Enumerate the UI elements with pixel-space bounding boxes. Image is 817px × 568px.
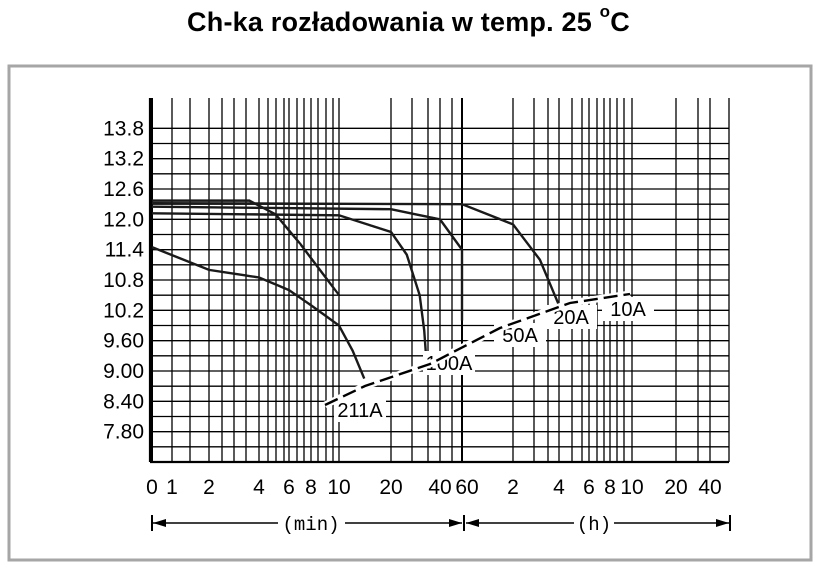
series-label-bg — [334, 398, 386, 422]
x-tick-label: 60 — [455, 476, 478, 499]
chart-title-text: Ch-ka rozładowania w temp. 25 — [187, 7, 600, 37]
arrowhead-min-left — [153, 519, 166, 527]
series-label-20A: 20A — [553, 307, 589, 329]
y-tick-label: 10.8 — [103, 269, 144, 292]
y-tick-label: 7.80 — [103, 421, 144, 444]
x-tick-label: 8 — [604, 476, 616, 499]
series-label-bg — [602, 297, 654, 321]
y-tick-label: 10.2 — [103, 299, 144, 322]
chart-frame — [7, 64, 813, 562]
y-tick-label: 13.2 — [103, 148, 144, 171]
h-unit-label: (h) — [577, 514, 611, 536]
x-tick-label: 0 — [146, 476, 158, 499]
y-tick-label: 9.60 — [103, 330, 144, 353]
x-tick-label: 10 — [327, 476, 350, 499]
y-tick-label: 11.4 — [105, 239, 145, 262]
y-tick-label: 8.40 — [103, 390, 144, 413]
discharge-curve-100A — [151, 212, 428, 362]
x-tick-label: 8 — [305, 476, 317, 499]
y-tick-label: 12.0 — [103, 208, 144, 231]
x-tick-label: 6 — [283, 476, 295, 499]
x-tick-label: 40 — [698, 476, 721, 499]
arrowhead-h-right — [716, 519, 729, 527]
arrowhead-h-left — [466, 519, 479, 527]
min-unit-label: (min) — [282, 514, 339, 536]
arrowhead-min-right — [449, 519, 462, 527]
y-tick-label: 12.6 — [103, 178, 144, 201]
discharge-curve-50A — [151, 205, 464, 321]
grid — [148, 98, 730, 464]
x-tick-label: 1 — [166, 476, 178, 499]
series-label-211A: 211A — [337, 400, 383, 422]
discharge-curve-211A — [151, 246, 366, 380]
series-label-10A: 10A — [610, 299, 646, 321]
x-tick-label: 4 — [553, 476, 565, 499]
x-tick-label: 4 — [253, 476, 265, 499]
x-tick-label: 20 — [664, 476, 687, 499]
chart-title: Ch-ka rozładowania w temp. 25 oC — [0, 2, 817, 38]
series-label-50A: 50A — [502, 325, 538, 347]
discharge-curve-20A — [151, 201, 561, 306]
y-tick-label: 13.8 — [103, 117, 144, 140]
degree-sign: o — [599, 2, 611, 21]
unit-markers: (min) (h) — [151, 514, 731, 536]
cutoff-line — [324, 292, 631, 407]
y-tick-label: 9.00 — [103, 360, 144, 383]
x-tick-label: 6 — [583, 476, 595, 499]
x-tick-label: 10 — [620, 476, 643, 499]
x-tick-label: 2 — [203, 476, 215, 499]
x-tick-label: 2 — [507, 476, 519, 499]
chart-title-unit: C — [610, 7, 630, 37]
discharge-curve-10A — [151, 199, 340, 296]
x-tick-label: 40 — [428, 476, 451, 499]
x-tick-label: 20 — [379, 476, 402, 499]
tick-labels: 13.8 13.2 12.6 12.0 11.4 10.8 10.2 9.60 9.00 8.40… — [103, 117, 722, 499]
